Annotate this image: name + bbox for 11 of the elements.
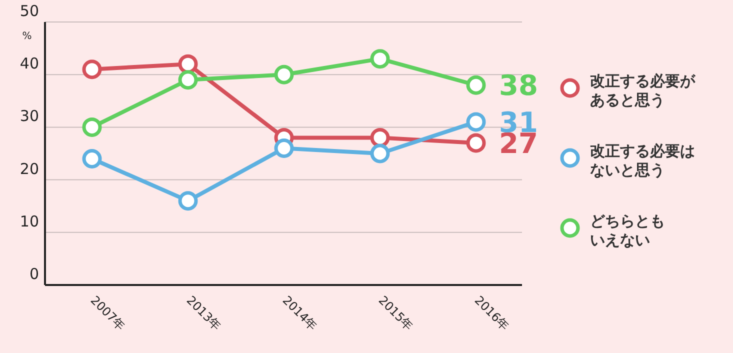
- y-tick-label: 40: [20, 54, 39, 73]
- data-label: 38: [499, 69, 538, 102]
- y-tick-label: 30: [20, 107, 39, 126]
- y-tick-label: 0: [29, 265, 39, 283]
- legend-label: 改正する必要があると思う: [590, 72, 696, 109]
- y-tick-label: 10: [20, 212, 39, 230]
- legend-label: どちらともいえない: [590, 212, 665, 249]
- y-tick-label: 50: [20, 2, 39, 20]
- y-axis-title: %: [22, 31, 32, 42]
- y-tick-label: 20: [20, 160, 39, 178]
- legend-label: 改正する必要はないと思う: [590, 142, 695, 179]
